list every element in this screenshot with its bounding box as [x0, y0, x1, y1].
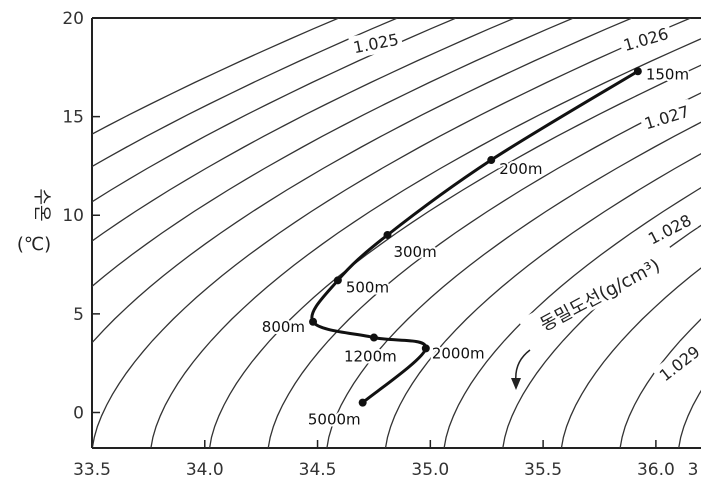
isopycnal-curve: [92, 18, 691, 448]
data-point: [383, 230, 392, 239]
isopycnal-label-1028: 1.028: [645, 211, 694, 249]
y-axis-title: 수온 (℃): [17, 188, 52, 255]
x-tick-label: 35.0: [411, 460, 449, 480]
y-axis-ticks: 0 5 10 15 20: [62, 9, 100, 423]
isopycnal-curve: [92, 18, 457, 203]
y-tick-label: 15: [62, 108, 84, 128]
isopycnal-curve: [92, 18, 633, 344]
depth-label: 500m: [346, 278, 389, 296]
data-point: [358, 398, 367, 407]
depth-label: 200m: [499, 160, 542, 178]
isopycnal-title-arrowhead: [511, 378, 521, 390]
x-tick-label: 3: [688, 460, 699, 480]
isopycnal-curve: [92, 18, 515, 242]
isopycnal-curve: [92, 18, 398, 168]
y-tick-label: 10: [62, 206, 84, 226]
data-point: [421, 344, 430, 353]
x-tick-label: 36.0: [637, 460, 675, 480]
data-point: [369, 333, 378, 342]
depth-label: 2000m: [432, 344, 485, 362]
isopycnal-title: 동밀도선(g/cm³): [511, 241, 679, 390]
depth-label: 150m: [646, 65, 689, 83]
y-axis-unit: (℃): [17, 234, 51, 255]
x-tick-label: 35.5: [524, 460, 562, 480]
y-tick-label: 0: [73, 403, 84, 423]
isopycnal-curve: [384, 153, 701, 448]
depth-label: 300m: [393, 243, 436, 261]
data-point: [633, 67, 642, 76]
isopycnal-curve: [560, 267, 701, 448]
data-point: [487, 156, 496, 165]
depth-label: 1200m: [344, 348, 397, 366]
x-axis-ticks: 33.5 34.0 34.5 35.0 35.5 36.0 3: [73, 440, 698, 480]
depth-label: 800m: [262, 318, 305, 336]
x-tick-label: 34.0: [186, 460, 224, 480]
x-tick-label: 34.5: [299, 460, 337, 480]
x-tick-label: 33.5: [73, 460, 111, 480]
isopycnal-curve: [150, 38, 701, 448]
isopycnal-curve: [92, 18, 574, 288]
isopycnal-curve: [326, 121, 701, 448]
isopycnal-curve: [208, 64, 701, 448]
isopycnal-curve: [502, 224, 701, 448]
depth-label: 5000m: [308, 411, 361, 429]
isopycnal-curve: [443, 187, 701, 448]
isopycnal-title-arrow: [515, 349, 531, 383]
isopycnal-curve: [267, 92, 701, 448]
data-point: [309, 317, 318, 326]
y-tick-label: 20: [62, 9, 84, 29]
y-axis-label: 수온: [31, 188, 52, 221]
isopycnal-lines: [92, 18, 701, 448]
isopycnal-curve: [619, 318, 701, 448]
isopycnal-curve: [92, 18, 340, 135]
y-tick-label: 5: [73, 305, 84, 325]
data-point: [333, 276, 342, 285]
isopycnal-title-text: 동밀도선(g/cm³): [537, 255, 664, 336]
